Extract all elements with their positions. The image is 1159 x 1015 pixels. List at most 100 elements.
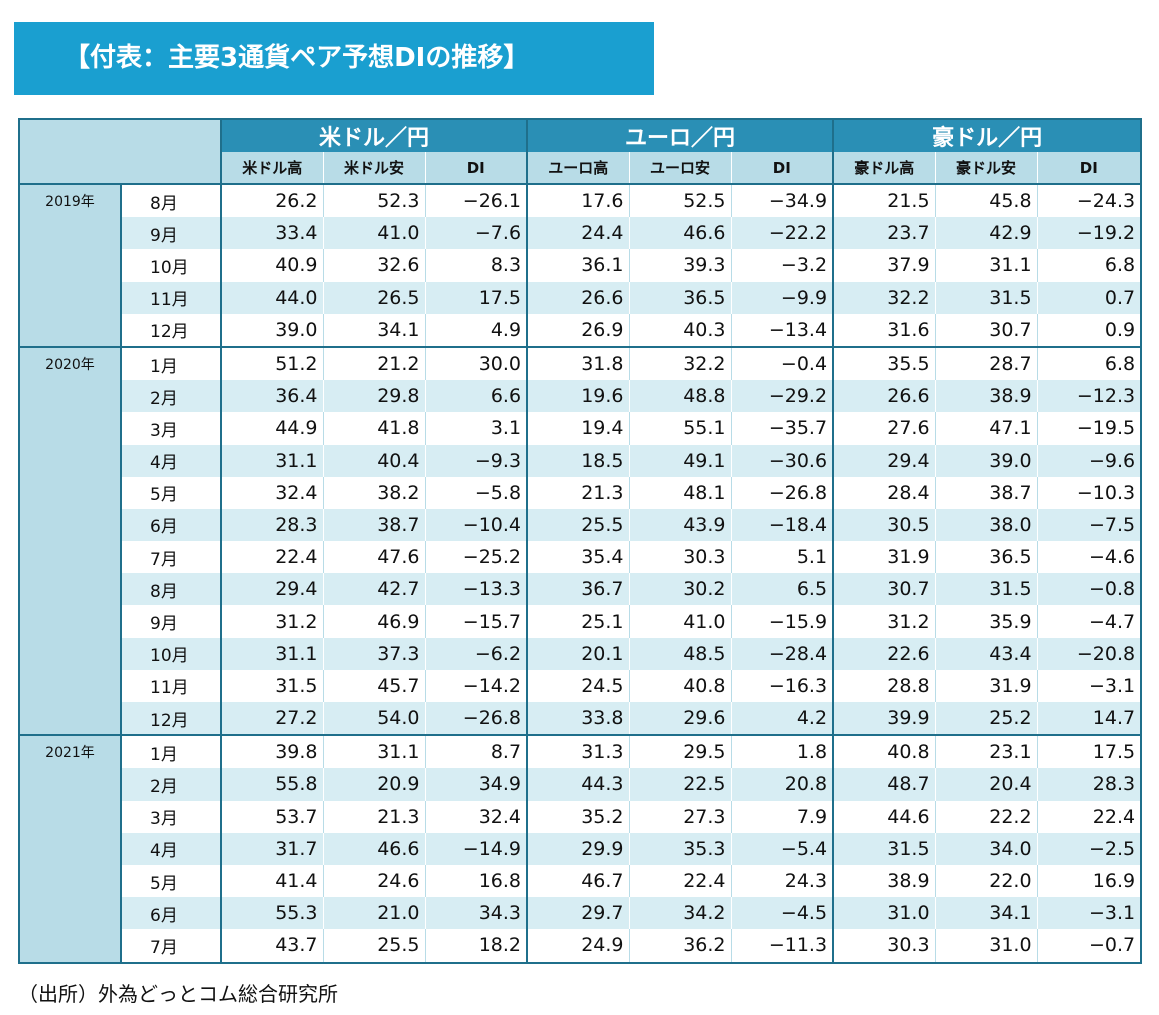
value-cell: 25.5	[323, 929, 426, 964]
value-cell: −19.2	[1037, 217, 1143, 250]
value-cell: −16.3	[731, 669, 835, 702]
value-cell: 21.3	[527, 476, 630, 509]
col-header-usd-high: 米ドル高	[221, 152, 324, 185]
value-cell: 40.3	[629, 313, 732, 348]
table-row: 11月 31.5 45.7 −14.2 24.5 40.8 −16.3 28.8 31.9 −3.…	[19, 669, 1143, 702]
value-cell: 37.9	[833, 249, 936, 282]
value-cell: 32.4	[425, 800, 529, 833]
value-cell: 35.3	[629, 832, 732, 865]
value-cell: 46.6	[323, 832, 426, 865]
value-cell: 36.5	[935, 541, 1038, 574]
value-cell: −5.4	[731, 832, 835, 865]
table-row: 3月 53.7 21.3 32.4 35.2 27.3 7.9 44.6 22.2 22.4	[19, 800, 1143, 833]
table-row: 8月 29.4 42.7 −13.3 36.7 30.2 6.5 30.7 31.5 −0.8	[19, 573, 1143, 606]
value-cell: 31.8	[527, 346, 630, 381]
table-row: 4月 31.1 40.4 −9.3 18.5 49.1 −30.6 29.4 39.0 −9.6	[19, 444, 1143, 477]
value-cell: 20.1	[527, 637, 630, 670]
value-cell: 34.1	[323, 313, 426, 348]
value-cell: −7.6	[425, 217, 529, 250]
value-cell: 48.5	[629, 637, 732, 670]
value-cell: 31.1	[323, 735, 426, 769]
value-cell: 54.0	[323, 702, 426, 737]
value-cell: 19.4	[527, 412, 630, 445]
value-cell: 28.7	[935, 346, 1038, 381]
table-row: 9月 33.4 41.0 −7.6 24.4 46.6 −22.2 23.7 42.9 −19.2	[19, 217, 1143, 250]
value-cell: 31.1	[221, 444, 324, 477]
value-cell: −13.3	[425, 573, 529, 606]
table-row: 2020年 1月 51.2 21.2 30.0 31.8 32.2 −0.4 35.5 28.7 6…	[18, 346, 1143, 737]
value-cell: 31.2	[833, 605, 936, 638]
month-label: 3月	[121, 800, 222, 833]
value-cell: 32.4	[221, 476, 324, 509]
value-cell: 43.4	[935, 637, 1038, 670]
value-cell: 31.3	[527, 735, 630, 769]
value-cell: 3.1	[425, 412, 529, 445]
col-header-aud-di: DI	[1037, 152, 1143, 185]
value-cell: 36.2	[629, 929, 732, 964]
col-header-usd-di: DI	[425, 152, 529, 185]
month-label: 7月	[121, 541, 222, 574]
value-cell: 28.3	[1037, 768, 1143, 801]
month-label: 12月	[121, 313, 222, 348]
value-cell: 28.3	[221, 508, 324, 542]
value-cell: 33.8	[527, 702, 630, 737]
value-cell: 29.6	[629, 702, 732, 737]
value-cell: 32.6	[323, 249, 426, 282]
value-cell: −3.1	[1037, 669, 1143, 702]
value-cell: 31.7	[221, 832, 324, 865]
value-cell: 35.4	[527, 541, 630, 574]
value-cell: 34.3	[425, 897, 529, 930]
value-cell: 22.4	[221, 541, 324, 574]
value-cell: 45.7	[323, 669, 426, 702]
value-cell: 21.0	[323, 897, 426, 930]
value-cell: −26.8	[425, 702, 529, 737]
year-label: 2019年	[18, 184, 122, 348]
value-cell: 22.5	[629, 768, 732, 801]
value-cell: 34.1	[935, 897, 1038, 930]
value-cell: 31.5	[935, 281, 1038, 314]
value-cell: −2.5	[1037, 832, 1143, 865]
table-row: 5月 41.4 24.6 16.8 46.7 22.4 24.3 38.9 22.0 16.9	[19, 864, 1143, 898]
value-cell: 29.8	[323, 380, 426, 413]
value-cell: 52.5	[629, 184, 732, 218]
value-cell: 39.0	[935, 444, 1038, 477]
value-cell: 25.5	[527, 508, 630, 542]
value-cell: −9.6	[1037, 444, 1143, 477]
month-label: 1月	[121, 735, 222, 769]
table-row: 12月 39.0 34.1 4.9 26.9 40.3 −13.4 31.6 30.7 0.9	[19, 313, 1143, 348]
value-cell: 31.9	[935, 669, 1038, 702]
value-cell: 49.1	[629, 444, 732, 477]
value-cell: 24.6	[323, 864, 426, 898]
value-cell: 42.9	[935, 217, 1038, 250]
month-label: 6月	[121, 897, 222, 930]
value-cell: 36.1	[527, 249, 630, 282]
value-cell: 41.4	[221, 864, 324, 898]
value-cell: 26.9	[527, 313, 630, 348]
value-cell: 22.6	[833, 637, 936, 670]
value-cell: 24.9	[527, 929, 630, 964]
value-cell: 34.9	[425, 768, 529, 801]
value-cell: 36.7	[527, 573, 630, 606]
value-cell: 38.2	[323, 476, 426, 509]
value-cell: −4.5	[731, 897, 835, 930]
value-cell: 22.2	[935, 800, 1038, 833]
value-cell: 55.8	[221, 768, 324, 801]
value-cell: 40.4	[323, 444, 426, 477]
value-cell: 31.0	[935, 929, 1038, 964]
value-cell: 20.4	[935, 768, 1038, 801]
month-label: 5月	[121, 864, 222, 898]
value-cell: 44.3	[527, 768, 630, 801]
value-cell: 47.1	[935, 412, 1038, 445]
value-cell: 52.3	[323, 184, 426, 218]
value-cell: 31.5	[935, 573, 1038, 606]
value-cell: 6.8	[1037, 346, 1143, 381]
value-cell: −14.2	[425, 669, 529, 702]
table-row: 2019年 8月 26.2 52.3 −26.1 17.6 52.5 −34.9 21.5 45.…	[18, 184, 1143, 348]
value-cell: 7.9	[731, 800, 835, 833]
value-cell: −15.9	[731, 605, 835, 638]
value-cell: −35.7	[731, 412, 835, 445]
value-cell: 39.9	[833, 702, 936, 737]
value-cell: 4.9	[425, 313, 529, 348]
value-cell: −3.2	[731, 249, 835, 282]
value-cell: 46.6	[629, 217, 732, 250]
